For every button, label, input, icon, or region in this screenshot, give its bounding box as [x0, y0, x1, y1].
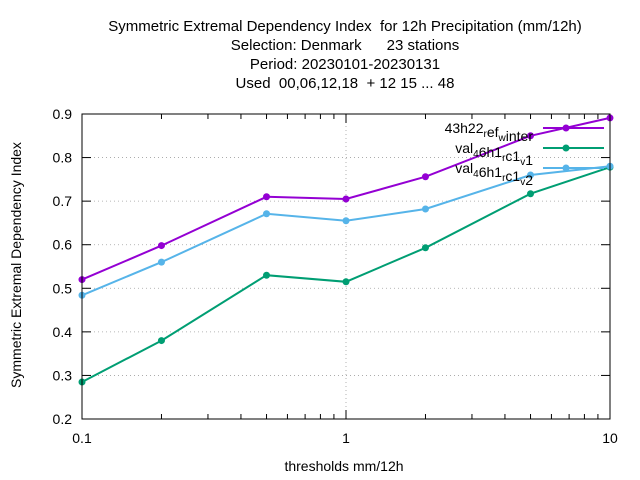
data-point: [527, 132, 535, 140]
y-tick-label: 0.3: [53, 367, 73, 383]
y-tick-label: 0.8: [53, 150, 73, 166]
series-1: [78, 114, 614, 284]
legend-marker: [562, 164, 570, 172]
data-point: [157, 337, 165, 345]
data-point: [157, 258, 165, 266]
title-line-1: Symmetric Extremal Dependency Index for …: [108, 18, 582, 35]
series-lines: [78, 114, 614, 386]
data-point: [342, 217, 350, 225]
x-tick-label: 0.1: [72, 430, 92, 446]
y-tick-label: 0.2: [53, 411, 73, 427]
data-point: [421, 173, 429, 181]
x-axis-label: thresholds mm/12h: [284, 458, 403, 474]
data-point: [421, 244, 429, 252]
y-tick-label: 0.9: [53, 106, 73, 122]
legend-label: val46h1rc1v2: [455, 160, 533, 188]
legend-marker: [562, 144, 570, 152]
y-axis-label: Symmetric Extremal Dependency Index: [8, 142, 24, 388]
data-point: [342, 278, 350, 286]
legend-label: 43h22refwinter: [445, 120, 534, 144]
data-point: [263, 271, 271, 279]
y-tick-label: 0.7: [53, 193, 73, 209]
grid: [82, 114, 610, 419]
data-point: [421, 205, 429, 213]
title-line-4: Used 00,06,12,18 + 12 15 ... 48: [235, 75, 455, 92]
data-point: [527, 190, 535, 198]
title-line-3: Period: 20230101-20230131: [249, 56, 441, 73]
x-tick-label: 10: [602, 430, 618, 446]
y-tick-label: 0.6: [53, 237, 73, 253]
data-point: [263, 210, 271, 218]
ticks: 0.2 0.3 0.4 0.5 0.6 0.7 0.8 0.9 0.1 1 10: [53, 106, 618, 446]
legend-label: val46h1rc1v1: [455, 140, 533, 168]
legend-marker: [562, 124, 570, 132]
y-tick-label: 0.4: [53, 324, 73, 340]
y-tick-label: 0.5: [53, 280, 73, 296]
data-point: [263, 193, 271, 201]
data-point: [527, 171, 535, 179]
data-point: [342, 195, 350, 203]
series-3: [78, 162, 614, 299]
data-point: [157, 242, 165, 250]
title-line-2: Selection: Denmark 23 stations: [230, 37, 460, 54]
x-tick-label: 1: [342, 430, 350, 446]
